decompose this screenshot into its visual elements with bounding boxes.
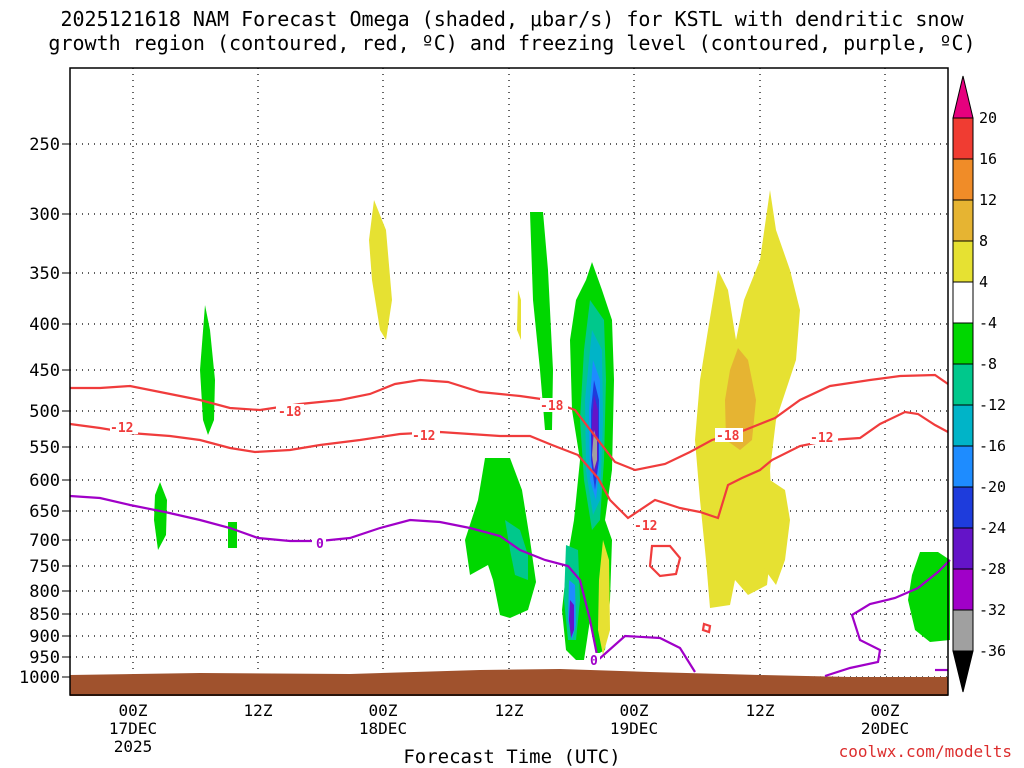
- omega-region-green: [154, 482, 167, 550]
- omega-region-yellow: [764, 480, 790, 585]
- watermark: coolwx.com/modelts: [838, 742, 1012, 761]
- x-tick-hour: 12Z: [244, 701, 273, 720]
- omega-region-yellow: [598, 540, 610, 655]
- colorbar-label: -12: [979, 396, 1006, 414]
- chart-title-line2: growth region (contoured, red, ºC) and f…: [48, 31, 976, 55]
- colorbar-label: -16: [979, 437, 1006, 455]
- x-tick-hour: 12Z: [495, 701, 524, 720]
- x-tick-year: 2025: [114, 737, 153, 756]
- y-tick-label: 450: [29, 361, 60, 381]
- y-tick-label: 1000: [19, 668, 60, 688]
- x-tick-hour: 00Z: [119, 701, 148, 720]
- x-tick-date: 18DEC: [359, 719, 407, 738]
- freezing-level-right: [824, 559, 951, 678]
- contour-label-minus12: -12: [110, 421, 133, 436]
- y-tick-label: 500: [29, 402, 60, 422]
- omega-region-teal: [505, 520, 528, 580]
- y-tick-label: 300: [29, 205, 60, 225]
- colorbar-label: -4: [979, 314, 997, 332]
- colorbar-label: 12: [979, 191, 997, 209]
- colorbar-bottom-triangle: [952, 650, 974, 693]
- colorbar-label: 16: [979, 150, 997, 168]
- colorbar-label: -36: [979, 642, 1006, 660]
- contour-label-zero: 0: [590, 654, 598, 669]
- y-tick-label: 600: [29, 471, 60, 491]
- y-tick-label: 350: [29, 264, 60, 284]
- contour-label-minus18: -18: [278, 405, 302, 420]
- contour-label-minus18: -18: [716, 429, 740, 444]
- colorbar-label: -24: [979, 519, 1006, 537]
- colorbar-label: 20: [979, 109, 997, 127]
- omega-shading: [154, 190, 950, 660]
- x-tick-date: 17DEC: [109, 719, 157, 738]
- x-axis-title: Forecast Time (UTC): [403, 746, 621, 768]
- contour-minus12-loop: [648, 544, 682, 578]
- contour-label-zero: 0: [316, 537, 324, 552]
- x-tick-hour: 00Z: [620, 701, 649, 720]
- y-tick-label: 800: [29, 582, 60, 602]
- colorbar: [952, 75, 974, 693]
- y-tick-label: 400: [29, 315, 60, 335]
- contour-minus12-small: [701, 622, 712, 634]
- colorbar-label: -28: [979, 560, 1006, 578]
- omega-region-green: [228, 522, 237, 548]
- y-tick-label: 850: [29, 605, 60, 625]
- plot-frame: [69, 67, 949, 696]
- omega-region-gray: [592, 430, 597, 470]
- omega-region-yellow: [517, 290, 521, 340]
- colorbar-label: -8: [979, 355, 997, 373]
- omega-region-green: [908, 552, 950, 642]
- x-tick-hour: 00Z: [871, 701, 900, 720]
- contour-label-minus12: -12: [412, 429, 435, 444]
- contour-label-minus12: -12: [810, 431, 833, 446]
- omega-region-purple: [569, 600, 574, 638]
- y-tick-label: 550: [29, 438, 60, 458]
- colorbar-top-triangle: [952, 75, 974, 119]
- y-tick-label: 900: [29, 627, 60, 647]
- x-tick-date: 20DEC: [861, 719, 909, 738]
- omega-region-yellow: [369, 200, 392, 340]
- chart-title-line1: 2025121618 NAM Forecast Omega (shaded, μ…: [60, 7, 964, 31]
- x-tick-hour: 00Z: [369, 701, 398, 720]
- y-tick-label: 750: [29, 557, 60, 577]
- omega-region-orange: [725, 348, 756, 450]
- omega-region-green: [465, 458, 536, 618]
- y-tick-label: 650: [29, 502, 60, 522]
- colorbar-label: 8: [979, 232, 988, 250]
- colorbar-label: -20: [979, 478, 1006, 496]
- colorbar-label: -32: [979, 601, 1006, 619]
- terrain-fill: [70, 669, 948, 696]
- x-tick-date: 19DEC: [610, 719, 658, 738]
- colorbar-label: 4: [979, 273, 988, 291]
- omega-region-green: [530, 212, 553, 430]
- y-tick-label: 950: [29, 648, 60, 668]
- y-tick-marks: [62, 143, 70, 678]
- contour-label-minus12: -12: [634, 519, 657, 534]
- contour-label-minus18: -18: [540, 399, 564, 414]
- y-tick-label: 250: [29, 135, 60, 155]
- y-tick-label: 700: [29, 531, 60, 551]
- x-tick-hour: 12Z: [746, 701, 775, 720]
